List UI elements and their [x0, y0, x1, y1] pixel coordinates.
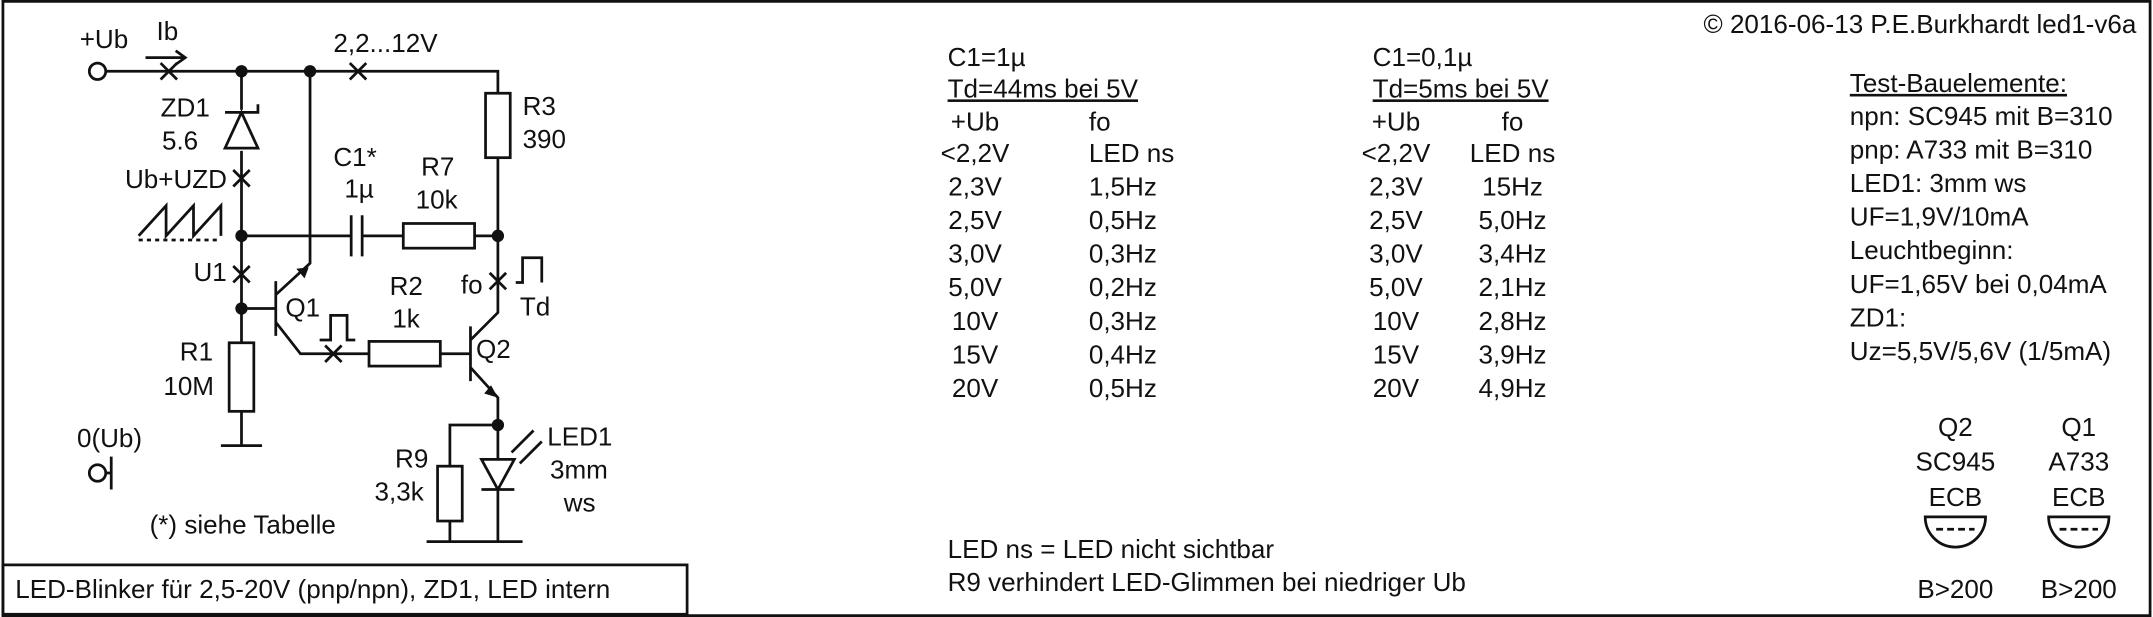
pinout: ECB	[2052, 482, 2106, 512]
component-line: UF=1,65V bei 0,04mA	[1850, 269, 2108, 299]
component-line: npn: SC945 mit B=310	[1850, 101, 2113, 131]
cell: LED ns	[1470, 138, 1555, 168]
cell: 0,5Hz	[1089, 205, 1157, 235]
cell: 0,2Hz	[1089, 272, 1157, 302]
label: 0(Ub)	[77, 423, 142, 453]
component-line: UF=1,9V/10mA	[1850, 202, 2029, 232]
wiring	[87, 49, 544, 543]
component-line: Leuchtbeginn:	[1850, 235, 2014, 265]
cell: 4,9Hz	[1478, 373, 1546, 403]
cell: 3,4Hz	[1478, 239, 1546, 269]
cell: 3,0V	[948, 239, 1002, 269]
label: R2	[390, 271, 423, 301]
cell: 20V	[1373, 373, 1420, 403]
note: R9 verhindert LED-Glimmen bei niedriger …	[948, 567, 1466, 597]
cell: 5,0V	[948, 272, 1002, 302]
label: R7	[421, 152, 454, 182]
cell: 2,3V	[948, 171, 1002, 201]
label: C1*	[333, 142, 376, 172]
table-subtitle: Td=5ms bei 5V	[1373, 73, 1550, 103]
transistor-name: Q2	[1938, 412, 1973, 442]
cell: 5,0V	[1369, 272, 1423, 302]
cell: LED ns	[1089, 138, 1174, 168]
diagram-title: LED-Blinker für 2,5-20V (pnp/npn), ZD1, …	[15, 574, 610, 604]
cell: 0,3Hz	[1089, 306, 1157, 336]
cell: 3,9Hz	[1478, 339, 1546, 369]
column-header: +Ub	[1372, 106, 1421, 136]
label: 1µ	[344, 173, 374, 203]
gain: B>200	[2041, 574, 2117, 604]
label: 1k	[392, 304, 420, 334]
column-header: fo	[1502, 106, 1524, 136]
table-title: C1=0,1µ	[1373, 42, 1473, 72]
component-line: ZD1:	[1850, 302, 1906, 332]
cell: 15Hz	[1482, 171, 1543, 201]
title-box	[1, 563, 689, 616]
test-components: Test-Bauelemente:npn: SC945 mit B=310pnp…	[1850, 68, 2113, 366]
transistor-pinouts: Q2 SC945 ECB B>200 Q1 A733 ECB B>200	[1916, 412, 2117, 604]
gain: B>200	[1917, 574, 1993, 604]
cell: 2,3V	[1369, 171, 1423, 201]
cell: 5,0Hz	[1478, 205, 1546, 235]
cell: 2,1Hz	[1478, 272, 1546, 302]
cell: 10V	[952, 306, 999, 336]
note: LED ns = LED nicht sichtbar	[948, 534, 1275, 564]
cell: 10V	[1373, 306, 1420, 336]
transistor-name: Q1	[2061, 412, 2096, 442]
cell: <2,2V	[941, 138, 1010, 168]
label: ws	[563, 487, 596, 517]
label: Ub+UZD	[125, 164, 227, 194]
table-subtitle: Td=44ms bei 5V	[948, 73, 1139, 103]
column-header: +Ub	[951, 106, 1000, 136]
label: 2,2...12V	[333, 28, 438, 58]
label: 5.6	[162, 125, 198, 155]
label: fo	[461, 269, 483, 299]
component-line: Uz=5,5V/5,6V (1/5mA)	[1850, 336, 2111, 366]
transistor-type: A733	[2048, 446, 2109, 476]
transistor-type: SC945	[1916, 446, 1996, 476]
label: Td	[520, 291, 550, 321]
label: Q2	[476, 334, 511, 364]
label: +Ub	[80, 24, 129, 54]
cell: 2,8Hz	[1478, 306, 1546, 336]
component-line: LED1: 3mm ws	[1850, 168, 2027, 198]
label: 10k	[416, 184, 459, 214]
section-title: Test-Bauelemente:	[1850, 68, 2067, 98]
cell: 1,5Hz	[1089, 171, 1157, 201]
label: Ib	[156, 16, 178, 46]
label: LED1	[547, 422, 612, 452]
component-line: pnp: A733 mit B=310	[1850, 134, 2093, 164]
cell: <2,2V	[1362, 138, 1431, 168]
pinout: ECB	[1929, 482, 1983, 512]
label: R9	[395, 444, 428, 474]
copyright: © 2016-06-13 P.E.Burkhardt led1-v6a	[1704, 9, 2137, 39]
table-title: C1=1µ	[948, 42, 1026, 72]
label: R3	[523, 91, 556, 121]
package-outline	[2047, 515, 2111, 549]
cell: 0,4Hz	[1089, 339, 1157, 369]
cell: 2,5V	[948, 205, 1002, 235]
cell: 0,3Hz	[1089, 239, 1157, 269]
label: U1	[194, 257, 227, 287]
cell: 15V	[1373, 339, 1420, 369]
cell: 3,0V	[1369, 239, 1423, 269]
caption: (*) siehe Tabelle	[150, 509, 336, 539]
label: ZD1	[161, 93, 210, 123]
cell: 2,5V	[1369, 205, 1423, 235]
label: R1	[180, 337, 213, 367]
label: 390	[523, 124, 566, 154]
cell: 15V	[952, 339, 999, 369]
column-header: fo	[1089, 106, 1111, 136]
label: 3mm	[550, 455, 608, 485]
label: 3,3k	[374, 476, 424, 506]
circuit-labels: +Ub Ib 2,2...12V ZD1 5.6 Ub+UZD C1* 1µ R…	[15, 16, 612, 604]
label: 10M	[163, 371, 214, 401]
package-outline	[1923, 515, 1987, 549]
cell: 20V	[952, 373, 999, 403]
label: Q1	[285, 293, 320, 323]
cell: 0,5Hz	[1089, 373, 1157, 403]
